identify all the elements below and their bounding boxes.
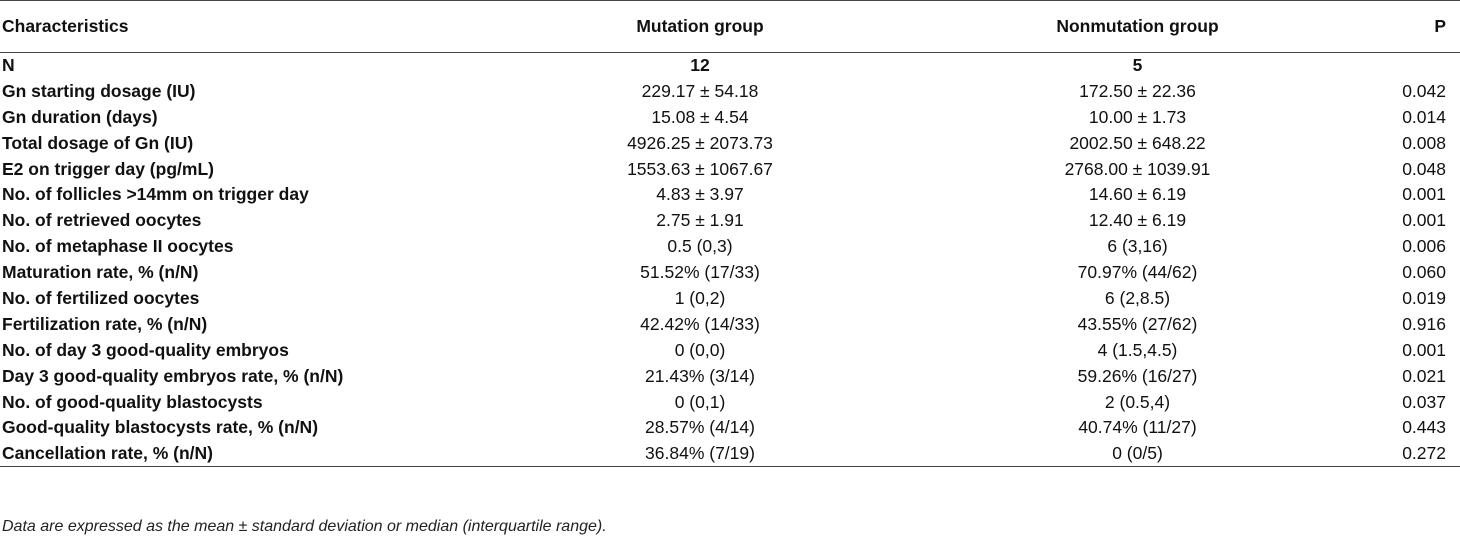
nonmutation-value: 59.26% (16/27) — [1077, 365, 1198, 386]
table-row: Total dosage of Gn (IU) 4926.25 ± 2073.7… — [0, 130, 1460, 156]
p-value: 0.006 — [1402, 236, 1446, 257]
mutation-value: 0.5 (0,3) — [667, 236, 733, 257]
table-row: No. of good-quality blastocysts 0 (0,1) … — [0, 389, 1460, 415]
mutation-value: 1 (0,2) — [674, 287, 726, 308]
p-value — [1315, 53, 1460, 79]
characteristics-table: Characteristics Mutation group Nonmutati… — [0, 0, 1460, 468]
mutation-value: 15.08 ± 4.54 — [651, 106, 749, 127]
p-value: 0.048 — [1402, 158, 1446, 179]
nonmutation-value: 6 (3,16) — [1107, 236, 1168, 257]
mutation-value: 51.52% (17/33) — [640, 262, 760, 283]
nonmutation-value: 2768.00 ± 1039.91 — [1064, 158, 1211, 179]
header-nonmutation-group: Nonmutation group — [960, 0, 1315, 53]
row-label: No. of fertilized oocytes — [2, 287, 200, 308]
table-row: N 12 5 — [0, 53, 1460, 79]
nonmutation-value: 6 (2,8.5) — [1104, 287, 1171, 308]
table-row: Gn starting dosage (IU) 229.17 ± 54.18 1… — [0, 78, 1460, 104]
row-label: Gn duration (days) — [2, 106, 158, 127]
header-characteristics: Characteristics — [0, 0, 440, 53]
p-value: 0.019 — [1402, 287, 1446, 308]
table-footnote: Data are expressed as the mean ± standar… — [2, 518, 607, 535]
row-label: Day 3 good-quality embryos rate, % (n/N) — [2, 365, 344, 386]
table-header-row: Characteristics Mutation group Nonmutati… — [0, 0, 1460, 53]
mutation-value: 229.17 ± 54.18 — [641, 80, 759, 101]
p-value: 0.272 — [1315, 440, 1460, 468]
row-label: No. of good-quality blastocysts — [2, 391, 263, 412]
table-row: No. of retrieved oocytes 2.75 ± 1.91 12.… — [0, 208, 1460, 234]
p-value: 0.042 — [1402, 80, 1446, 101]
row-label: E2 on trigger day (pg/mL) — [2, 158, 214, 179]
nonmutation-value: 172.50 ± 22.36 — [1079, 80, 1196, 101]
row-label: Total dosage of Gn (IU) — [2, 132, 194, 153]
table-row: Good-quality blastocysts rate, % (n/N) 2… — [0, 415, 1460, 441]
nonmutation-value: 70.97% (44/62) — [1077, 262, 1198, 283]
nonmutation-value: 2002.50 ± 648.22 — [1069, 132, 1206, 153]
mutation-value: 28.57% (4/14) — [645, 417, 755, 438]
row-label: Fertilization rate, % (n/N) — [2, 313, 208, 334]
table-row: No. of metaphase II oocytes 0.5 (0,3) 6 … — [0, 234, 1460, 260]
mutation-value: 21.43% (3/14) — [645, 365, 755, 386]
nonmutation-value: 0 (0/5) — [960, 440, 1315, 468]
p-value: 0.014 — [1402, 106, 1446, 127]
mutation-value: 36.84% (7/19) — [440, 440, 960, 468]
row-label: Maturation rate, % (n/N) — [2, 262, 199, 283]
mutation-value: 2.75 ± 1.91 — [656, 210, 744, 231]
p-value: 0.443 — [1402, 417, 1446, 438]
nonmutation-value: 10.00 ± 1.73 — [1088, 106, 1187, 127]
p-value: 0.008 — [1402, 132, 1446, 153]
p-value: 0.060 — [1402, 262, 1446, 283]
p-value: 0.037 — [1402, 391, 1446, 412]
mutation-value: 12 — [690, 55, 710, 76]
nonmutation-value: 12.40 ± 6.19 — [1088, 210, 1187, 231]
mutation-value: 0 (0,0) — [674, 339, 726, 360]
nonmutation-value: 5 — [1132, 55, 1143, 76]
nonmutation-value: 43.55% (27/62) — [1077, 313, 1198, 334]
p-value: 0.001 — [1402, 210, 1446, 231]
p-value: 0.001 — [1402, 184, 1446, 205]
table-row: Maturation rate, % (n/N) 51.52% (17/33) … — [0, 260, 1460, 286]
nonmutation-value: 40.74% (11/27) — [1078, 417, 1197, 438]
p-value: 0.916 — [1402, 313, 1446, 334]
p-value: 0.001 — [1402, 339, 1446, 360]
table-row: Fertilization rate, % (n/N) 42.42% (14/3… — [0, 311, 1460, 337]
characteristics-table-container: Characteristics Mutation group Nonmutati… — [0, 0, 1460, 468]
nonmutation-value: 4 (1.5,4.5) — [1097, 339, 1178, 360]
table-row: No. of fertilized oocytes 1 (0,2) 6 (2,8… — [0, 286, 1460, 312]
mutation-value: 4.83 ± 3.97 — [656, 184, 744, 205]
mutation-value: 0 (0,1) — [674, 391, 726, 412]
nonmutation-value: 2 (0.5,4) — [1104, 391, 1171, 412]
table-row: Day 3 good-quality embryos rate, % (n/N)… — [0, 363, 1460, 389]
table-row: E2 on trigger day (pg/mL) 1553.63 ± 1067… — [0, 156, 1460, 182]
row-label: No. of day 3 good-quality embryos — [2, 339, 289, 360]
mutation-value: 1553.63 ± 1067.67 — [627, 158, 773, 179]
header-p-value: P — [1315, 0, 1460, 53]
row-label: No. of follicles >14mm on trigger day — [2, 184, 309, 205]
row-label: No. of retrieved oocytes — [2, 210, 202, 231]
row-label: N — [2, 55, 15, 76]
mutation-value: 4926.25 ± 2073.73 — [627, 132, 773, 153]
mutation-value: 42.42% (14/33) — [640, 313, 760, 334]
table-row: Cancellation rate, % (n/N) 36.84% (7/19)… — [0, 440, 1460, 468]
row-label: Gn starting dosage (IU) — [2, 80, 196, 101]
header-mutation-group: Mutation group — [440, 0, 960, 53]
table-row: Gn duration (days) 15.08 ± 4.54 10.00 ± … — [0, 104, 1460, 130]
table-row: No. of follicles >14mm on trigger day 4.… — [0, 182, 1460, 208]
nonmutation-value: 14.60 ± 6.19 — [1088, 184, 1187, 205]
table-row: No. of day 3 good-quality embryos 0 (0,0… — [0, 337, 1460, 363]
row-label: Cancellation rate, % (n/N) — [0, 440, 440, 468]
row-label: Good-quality blastocysts rate, % (n/N) — [2, 417, 319, 438]
p-value: 0.021 — [1402, 365, 1446, 386]
row-label: No. of metaphase II oocytes — [2, 236, 234, 257]
